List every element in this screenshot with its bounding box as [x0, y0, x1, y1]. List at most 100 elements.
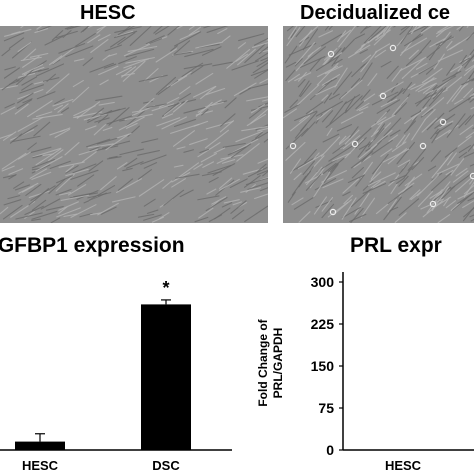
- cell-streak: [327, 47, 342, 64]
- cell-streak: [73, 58, 85, 62]
- cell-streak: [334, 52, 343, 58]
- cell-streak: [51, 30, 64, 41]
- cell-streak: [183, 149, 195, 153]
- cell-streak: [303, 170, 312, 180]
- cell-streak: [401, 37, 428, 54]
- cell-streak: [419, 40, 432, 54]
- cell-streak: [399, 39, 414, 56]
- cell-streak: [360, 197, 375, 218]
- cell-streak: [24, 205, 44, 216]
- cell-streak: [174, 31, 202, 47]
- cell-streak: [321, 197, 334, 212]
- cell-streak: [297, 153, 324, 170]
- cell-streak: [319, 33, 343, 48]
- cell-streak: [450, 173, 473, 190]
- cell-streak: [205, 87, 226, 96]
- cell-streak: [17, 41, 32, 53]
- cell-streak: [15, 212, 43, 220]
- cell-streak: [173, 164, 184, 168]
- cell-streak: [173, 118, 197, 128]
- cell-streak: [28, 188, 49, 206]
- cell-streak: [464, 53, 474, 69]
- cell-streak: [297, 71, 307, 82]
- cell-streak: [40, 198, 61, 210]
- cell-streak: [322, 162, 337, 175]
- cell-streak: [88, 160, 104, 172]
- cell-streak: [285, 69, 296, 82]
- cell-streak: [435, 28, 447, 38]
- cell-streak: [469, 214, 474, 218]
- cell-streak: [299, 26, 319, 43]
- cell-streak: [45, 73, 70, 94]
- prl-y-tick-label: 225: [311, 316, 335, 332]
- cell-streak: [35, 148, 62, 166]
- cell-streak: [153, 26, 163, 34]
- cell-streak: [322, 53, 333, 66]
- cell-streak: [145, 35, 165, 45]
- cell-streak: [21, 76, 37, 86]
- cell-streak: [394, 212, 407, 223]
- rounded-cell: [379, 92, 387, 100]
- cell-streak: [170, 75, 188, 87]
- cell-streak: [363, 26, 382, 44]
- prl-y-tick-label: 150: [311, 358, 335, 374]
- chart-title-igfbp1: IGFBP1 expression: [0, 234, 185, 257]
- cell-streak: [422, 83, 436, 94]
- cell-streak: [322, 178, 344, 189]
- cell-streak: [8, 168, 24, 175]
- cell-streak: [223, 199, 240, 204]
- cell-streak: [87, 34, 101, 44]
- cell-streak: [446, 42, 461, 51]
- cell-streak: [252, 42, 268, 48]
- cell-streak: [161, 113, 174, 119]
- cell-streak: [458, 26, 464, 32]
- cell-streak: [439, 151, 454, 169]
- cell-streak: [250, 104, 266, 114]
- rounded-cell: [429, 200, 437, 208]
- rounded-cell: [329, 208, 337, 216]
- cell-streak: [199, 148, 210, 154]
- cell-streak: [387, 148, 407, 165]
- cell-streak: [102, 126, 113, 131]
- cell-streak: [124, 157, 138, 168]
- cell-streak: [359, 49, 368, 54]
- cell-streak: [157, 79, 179, 96]
- cell-streak: [184, 48, 214, 58]
- panel-title-decidualized: Decidualized ce: [300, 2, 451, 24]
- cell-streak: [1, 152, 27, 170]
- cell-streak: [389, 129, 401, 137]
- cell-streak: [316, 62, 339, 86]
- cell-streak: [369, 171, 382, 183]
- cell-streak: [290, 29, 297, 39]
- cell-streak: [72, 80, 84, 88]
- cell-streak: [236, 143, 260, 162]
- cell-streak: [347, 174, 365, 184]
- cell-streak: [430, 150, 442, 162]
- cell-streak: [239, 87, 252, 95]
- cell-streak: [155, 48, 177, 63]
- cell-streak: [127, 125, 140, 137]
- cell-streak: [155, 76, 176, 95]
- cell-streak: [95, 95, 123, 101]
- cell-streak: [258, 46, 268, 54]
- cell-streak: [463, 151, 474, 158]
- cell-streak: [372, 153, 389, 175]
- cell-streak: [54, 98, 65, 105]
- cell-streak: [193, 120, 209, 127]
- cell-streak: [360, 50, 378, 73]
- cell-streak: [116, 162, 128, 170]
- cell-streak: [391, 141, 407, 152]
- cell-streak: [117, 178, 134, 191]
- cell-streak: [81, 151, 97, 163]
- cell-streak: [115, 66, 132, 76]
- cell-streak: [227, 146, 247, 156]
- cell-streak: [104, 44, 123, 52]
- cell-streak: [257, 127, 268, 132]
- cell-streak: [246, 96, 268, 102]
- cell-streak: [398, 198, 420, 216]
- cell-streak: [241, 126, 268, 132]
- cell-streak: [371, 116, 387, 128]
- cell-streak: [324, 65, 343, 75]
- cell-streak: [355, 100, 365, 110]
- cell-streak: [19, 124, 38, 137]
